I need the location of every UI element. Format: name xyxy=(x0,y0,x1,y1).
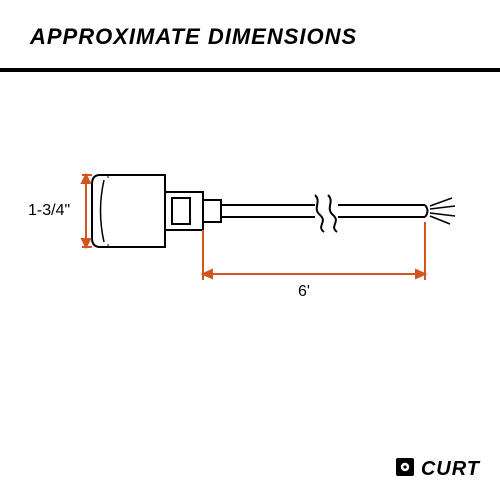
brand-logo: CURT xyxy=(395,457,480,482)
diagram-svg xyxy=(0,120,500,340)
connector-plug xyxy=(203,200,221,222)
page: APPROXIMATE DIMENSIONS xyxy=(0,0,500,500)
page-title: APPROXIMATE DIMENSIONS xyxy=(30,24,357,50)
dimension-length xyxy=(203,222,425,280)
cable xyxy=(221,195,455,232)
dimension-height xyxy=(82,175,92,247)
dimension-length-label: 6' xyxy=(298,283,310,301)
brand-icon xyxy=(395,457,415,482)
footer: CURT xyxy=(395,457,480,482)
dimension-height-label: 1-3/4" xyxy=(28,202,70,220)
title-bar: APPROXIMATE DIMENSIONS xyxy=(0,24,500,72)
connector-tab xyxy=(165,192,203,230)
brand-text: CURT xyxy=(421,458,480,481)
title-underline xyxy=(0,68,500,72)
connector-body xyxy=(92,175,165,247)
dimension-diagram: 1-3/4" 6' xyxy=(0,120,500,380)
